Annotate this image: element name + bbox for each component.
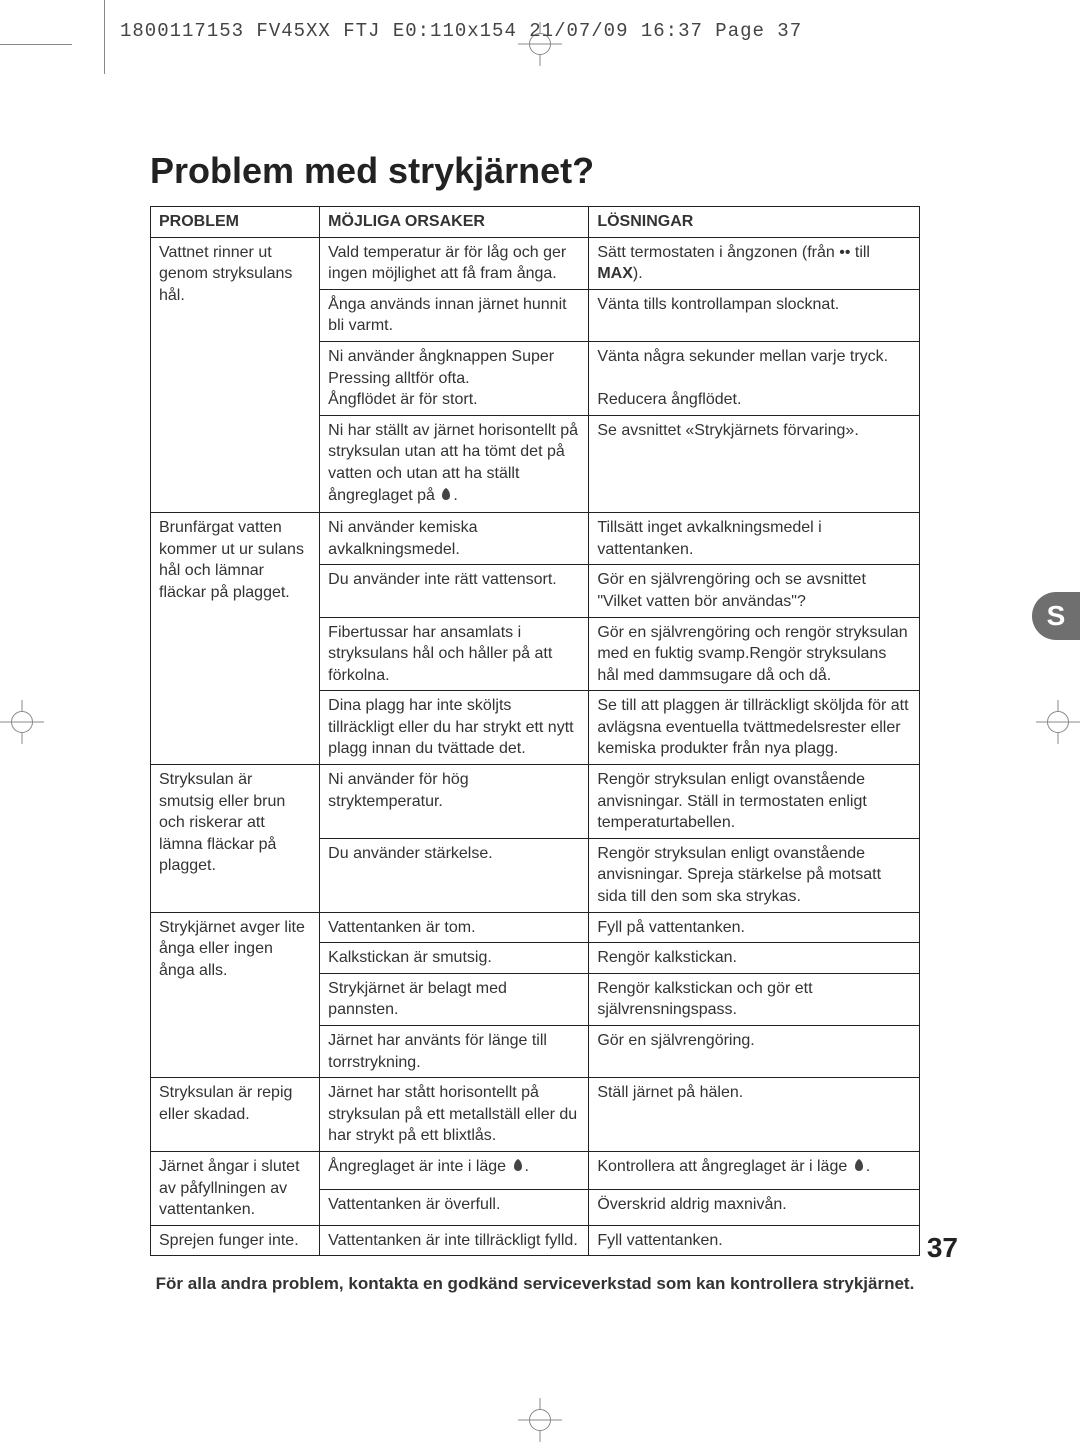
cause-cell: Vattentanken är tom. — [320, 912, 589, 943]
troubleshooting-table: PROBLEM MÖJLIGA ORSAKER LÖSNINGAR Vattne… — [150, 206, 920, 1256]
cause-text: Ni har ställt av järnet horisontellt på … — [328, 422, 578, 504]
page-number: 37 — [927, 1232, 958, 1264]
table-row: Brunfärgat vatten kommer ut ur sulans hå… — [151, 513, 920, 565]
solution-text: Sätt termostaten i ångzonen (från •• til… — [597, 244, 870, 261]
solution-cell: Vänta några sekunder mellan varje tryck.… — [589, 341, 920, 415]
cause-cell: Ånga används innan järnet hunnit bli var… — [320, 289, 589, 341]
table-row: Stryksulan är repig eller skadad. Järnet… — [151, 1078, 920, 1152]
cause-cell: Järnet har använts för länge till torrst… — [320, 1026, 589, 1078]
solution-cell: Se avsnittet «Strykjärnets förvaring». — [589, 415, 920, 512]
solution-cell: Kontrollera att ångreglaget är i läge . — [589, 1151, 920, 1189]
col-solutions: LÖSNINGAR — [589, 207, 920, 238]
cause-cell: Dina plagg har inte sköljts tillräckligt… — [320, 691, 589, 765]
solution-cell: Rengör kalkstickan. — [589, 943, 920, 974]
solution-cell: Gör en självrengöring. — [589, 1026, 920, 1078]
table-row: Vattnet rinner ut genom stryksulans hål.… — [151, 237, 920, 289]
problem-cell: Stryksulan är repig eller skadad. — [151, 1078, 320, 1152]
problem-cell: Brunfärgat vatten kommer ut ur sulans hå… — [151, 513, 320, 765]
solution-cell: Rengör stryksulan enligt ovanstående anv… — [589, 765, 920, 839]
cause-cell: Ni använder kemiska avkalkningsmedel. — [320, 513, 589, 565]
cause-cell: Du använder inte rätt vattensort. — [320, 565, 589, 617]
page-title: Problem med strykjärnet? — [150, 150, 920, 192]
cause-cell: Vattentanken är överfull. — [320, 1190, 589, 1226]
problem-cell: Sprejen funger inte. — [151, 1225, 320, 1256]
cause-cell: Järnet har stått horisontellt på stryksu… — [320, 1078, 589, 1152]
solution-cell: Gör en självrengöring och rengör stryksu… — [589, 617, 920, 691]
crop-mark — [104, 0, 105, 74]
cause-cell: Ni använder ångknappen Super Pressing al… — [320, 341, 589, 415]
problem-cell: Stryksulan är smutsig eller brun och ris… — [151, 765, 320, 913]
solution-cell: Fyll vattentanken. — [589, 1225, 920, 1256]
solution-cell: Sätt termostaten i ångzonen (från •• til… — [589, 237, 920, 289]
registration-mark-icon — [0, 700, 44, 744]
language-tab-label: S — [1047, 600, 1066, 632]
col-causes: MÖJLIGA ORSAKER — [320, 207, 589, 238]
registration-mark-icon — [1036, 700, 1080, 744]
table-row: Strykjärnet avger lite ånga eller ingen … — [151, 912, 920, 943]
solution-cell: Överskrid aldrig maxnivån. — [589, 1190, 920, 1226]
problem-cell: Järnet ångar i slutet av påfyllningen av… — [151, 1151, 320, 1225]
cause-cell: Vald temperatur är för låg och ger ingen… — [320, 237, 589, 289]
table-row: Järnet ångar i slutet av påfyllningen av… — [151, 1151, 920, 1189]
solution-cell: Vänta tills kontrollampan slocknat. — [589, 289, 920, 341]
table-row: Stryksulan är smutsig eller brun och ris… — [151, 765, 920, 839]
problem-cell: Vattnet rinner ut genom stryksulans hål. — [151, 237, 320, 513]
solution-cell: Ställ järnet på hälen. — [589, 1078, 920, 1152]
table-header-row: PROBLEM MÖJLIGA ORSAKER LÖSNINGAR — [151, 207, 920, 238]
page-content: Problem med strykjärnet? PROBLEM MÖJLIGA… — [150, 150, 920, 1296]
print-header: 1800117153 FV45XX FTJ E0:110x154 21/07/0… — [120, 20, 802, 42]
cause-cell: Strykjärnet är belagt med pannsten. — [320, 973, 589, 1025]
footer-note: För alla andra problem, kontakta en godk… — [150, 1272, 920, 1296]
cause-cell: Kalkstickan är smutsig. — [320, 943, 589, 974]
steam-icon — [852, 1157, 866, 1180]
steam-icon — [511, 1157, 525, 1180]
cause-cell: Ångreglaget är inte i läge . — [320, 1151, 589, 1189]
language-tab: S — [1032, 592, 1080, 640]
solution-cell: Fyll på vattentanken. — [589, 912, 920, 943]
cause-cell: Vattentanken är inte tillräckligt fylld. — [320, 1225, 589, 1256]
solution-cell: Rengör kalkstickan och gör ett självrens… — [589, 973, 920, 1025]
solution-text: Kontrollera att ångreglaget är i läge — [597, 1158, 851, 1175]
cause-cell: Ni har ställt av järnet horisontellt på … — [320, 415, 589, 512]
solution-cell: Se till att plaggen är tillräckligt sköl… — [589, 691, 920, 765]
steam-icon — [439, 486, 453, 509]
problem-cell: Strykjärnet avger lite ånga eller ingen … — [151, 912, 320, 1078]
solution-cell: Rengör stryksulan enligt ovanstående anv… — [589, 838, 920, 912]
cause-text: Ångreglaget är inte i läge — [328, 1158, 510, 1175]
cause-cell: Fibertussar har ansamlats i stryksulans … — [320, 617, 589, 691]
solution-text: ). — [633, 265, 643, 282]
solution-cell: Tillsätt inget avkalkningsmedel i vatten… — [589, 513, 920, 565]
solution-bold: MAX — [597, 265, 633, 282]
col-problem: PROBLEM — [151, 207, 320, 238]
registration-mark-icon — [518, 1398, 562, 1442]
cause-cell: Ni använder för hög stryktemperatur. — [320, 765, 589, 839]
solution-cell: Gör en självrengöring och se avsnittet "… — [589, 565, 920, 617]
crop-mark — [0, 44, 72, 45]
table-row: Sprejen funger inte. Vattentanken är int… — [151, 1225, 920, 1256]
cause-cell: Du använder stärkelse. — [320, 838, 589, 912]
